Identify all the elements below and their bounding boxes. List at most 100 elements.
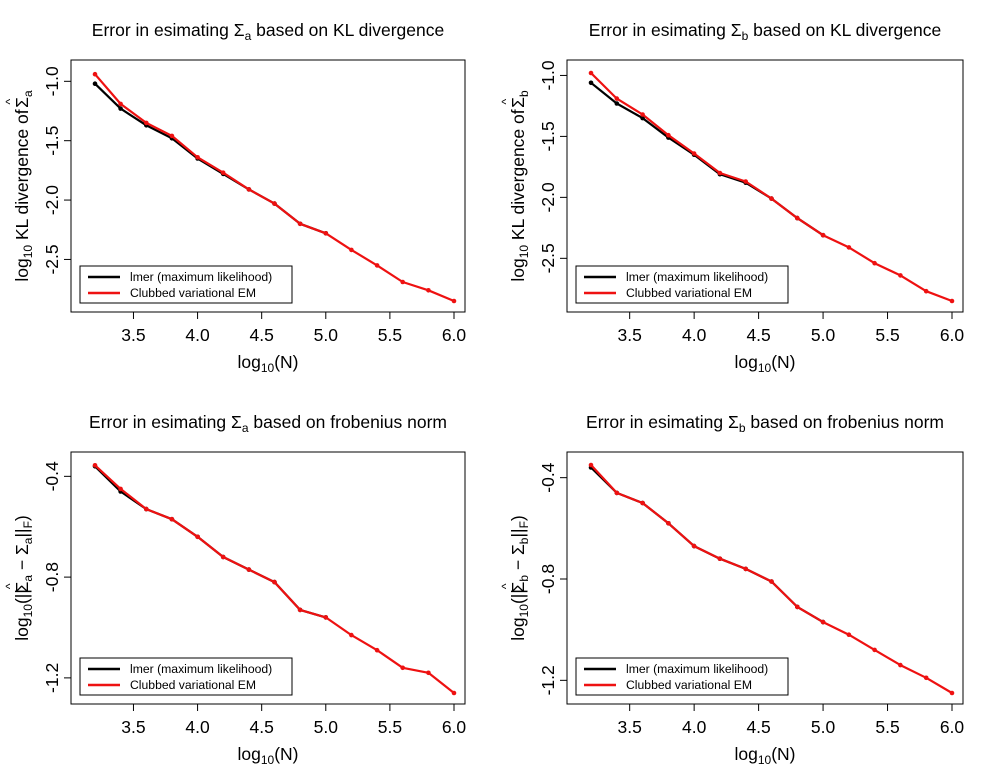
- data-point: [297, 221, 303, 227]
- y-axis-label-norm-subscript: F: [21, 521, 35, 528]
- x-axis-label-text: log: [734, 744, 757, 764]
- y-axis-label-minus-sigma: − Σ: [508, 544, 528, 575]
- legend-entry: Clubbed variational EM: [130, 678, 256, 692]
- data-point: [640, 500, 645, 506]
- chart-title-text: Error in esimating Σ: [589, 20, 742, 40]
- legend-entry: Clubbed variational EM: [130, 286, 256, 300]
- legend-entry: lmer (maximum likelihood): [626, 662, 768, 676]
- y-axis-label-middle: (||: [12, 589, 32, 604]
- data-point: [923, 288, 929, 294]
- legend-entry: lmer (maximum likelihood): [130, 662, 272, 676]
- y-axis: -0.4 -0.8 -1.2: [538, 462, 567, 695]
- chart-title-subscript: a: [245, 29, 252, 43]
- data-point: [743, 566, 748, 572]
- x-tick-label: 3.5: [121, 717, 145, 737]
- y-axis-label-sigma-subscript: b: [517, 90, 531, 97]
- data-point: [374, 647, 380, 653]
- x-axis: 3.5 4.0 4.5 5.0 5.5 6.0: [121, 312, 466, 345]
- data-point: [349, 632, 354, 638]
- y-tick-label: -0.8: [538, 564, 558, 594]
- data-point: [588, 80, 594, 86]
- data-point: [846, 245, 852, 250]
- series-line: [94, 82, 327, 235]
- x-axis-label-text: log: [237, 744, 260, 764]
- data-point: [691, 543, 697, 549]
- y-axis-label-sigma: Σ: [508, 581, 528, 592]
- x-axis-label: log10(N): [237, 744, 298, 767]
- data-point: [640, 112, 645, 117]
- chart-title-suffix: based on frobenius norm: [746, 412, 944, 432]
- x-axis-label-subscript: 10: [261, 361, 275, 375]
- chart-title-subscript: b: [739, 421, 746, 435]
- y-axis-label-sigma: Σ: [12, 97, 32, 108]
- data-point: [323, 615, 329, 620]
- x-axis-label-subscript: 10: [758, 753, 772, 767]
- x-tick-label: 4.5: [746, 325, 770, 345]
- y-axis-label-middle: KL divergence of: [12, 105, 32, 245]
- x-tick-label: 3.5: [121, 325, 145, 345]
- legend-box: [575, 265, 789, 304]
- chart-title: Error in esimating Σb based on frobenius…: [586, 412, 944, 435]
- x-tick-label: 6.0: [442, 325, 467, 345]
- data-point: [118, 486, 123, 492]
- y-axis-label-text: log: [508, 258, 528, 281]
- series-lmer: [92, 81, 329, 236]
- x-axis-label: log10(N): [237, 352, 298, 375]
- y-tick-label: -1.5: [538, 121, 558, 151]
- y-tick-label: -0.4: [538, 462, 558, 492]
- data-point: [92, 463, 98, 468]
- y-axis-label-text: log: [508, 617, 528, 640]
- series-clubbed-vem: [92, 463, 457, 696]
- data-point: [949, 690, 955, 696]
- x-axis: 3.5 4.0 4.5 5.0 5.5 6.0: [618, 704, 964, 737]
- y-axis-label: log10(||^Σb − Σb||F): [499, 515, 531, 641]
- data-point: [691, 151, 697, 156]
- x-tick-label: 5.5: [875, 717, 899, 737]
- y-tick-label: -2.5: [538, 243, 558, 273]
- y-tick-label: -2.5: [42, 244, 62, 274]
- x-tick-label: 4.5: [250, 717, 274, 737]
- data-point: [588, 70, 594, 76]
- y-tick-label: -0.4: [42, 461, 62, 491]
- legend: lmer (maximum likelihood) Clubbed variati…: [575, 265, 789, 304]
- x-tick-label: 6.0: [940, 325, 965, 345]
- x-tick-label: 4.5: [250, 325, 274, 345]
- chart-title-suffix: based on frobenius norm: [249, 412, 447, 432]
- x-axis-label-text: log: [734, 352, 757, 372]
- plot-frame: [566, 59, 964, 313]
- x-tick-label: 4.5: [746, 717, 770, 737]
- y-axis-label-sigma: Σ: [508, 97, 528, 108]
- y-tick-label: -1.5: [42, 126, 62, 156]
- chart-panel-1: Error in esimating Σa based on KL diverg…: [3, 20, 466, 375]
- plot-frame: [70, 451, 466, 705]
- data-point: [588, 462, 594, 468]
- chart-title-suffix: based on KL divergence: [251, 20, 444, 40]
- data-point: [195, 534, 200, 540]
- data-point: [144, 506, 149, 512]
- legend-entry: Clubbed variational EM: [626, 678, 752, 692]
- y-tick-label: -1.0: [538, 60, 558, 90]
- x-tick-label: 3.5: [618, 325, 642, 345]
- plot-frame: [566, 451, 964, 705]
- y-axis-label-sigma-subscript: a: [21, 575, 35, 582]
- y-axis-label-text: log: [12, 617, 32, 640]
- data-point: [769, 579, 774, 584]
- data-point: [426, 288, 431, 293]
- data-point: [118, 101, 123, 107]
- x-axis-label: log10(N): [734, 352, 795, 375]
- legend: lmer (maximum likelihood) Clubbed variati…: [575, 657, 789, 696]
- y-axis-label-tail-subscript: a: [21, 537, 35, 544]
- x-axis-label-suffix: (N): [771, 744, 795, 764]
- x-tick-label: 5.5: [378, 325, 402, 345]
- x-tick-label: 4.0: [682, 717, 707, 737]
- data-point: [717, 170, 723, 176]
- y-axis: -1.0 -1.5 -2.0 -2.5: [538, 60, 567, 273]
- legend-entry: Clubbed variational EM: [626, 286, 752, 300]
- data-point: [144, 120, 149, 126]
- plot-frame: [70, 59, 466, 313]
- y-axis: -0.4 -0.8 -1.2: [42, 461, 71, 693]
- x-tick-label: 5.0: [811, 717, 836, 737]
- x-axis-label-suffix: (N): [274, 744, 298, 764]
- legend: lmer (maximum likelihood) Clubbed variati…: [79, 265, 293, 304]
- chart-title-suffix: based on KL divergence: [748, 20, 941, 40]
